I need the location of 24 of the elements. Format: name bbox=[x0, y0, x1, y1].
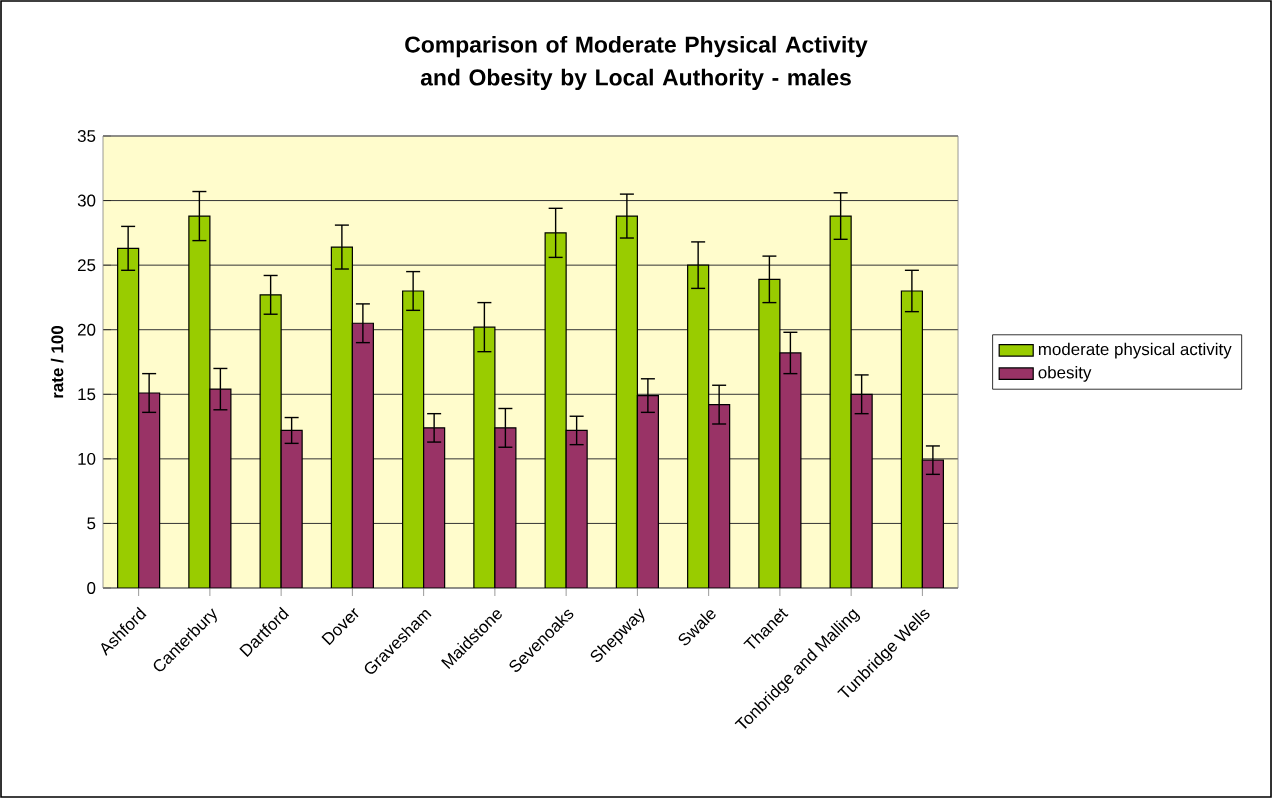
legend-label: moderate physical activity bbox=[1038, 342, 1232, 359]
bar bbox=[829, 215, 852, 589]
bar bbox=[188, 215, 211, 589]
legend-label: obesity bbox=[1038, 365, 1092, 382]
y-tick-label: 10 bbox=[78, 452, 96, 465]
y-tick-label: 0 bbox=[87, 582, 96, 594]
bar bbox=[544, 232, 567, 589]
bar bbox=[330, 246, 353, 589]
bar bbox=[117, 247, 140, 589]
y-tick-label: 35 bbox=[77, 130, 96, 142]
bar bbox=[900, 290, 923, 589]
y-tick-label: 20 bbox=[77, 323, 96, 336]
y-tick-label: 15 bbox=[78, 388, 96, 401]
y-tick-label: 30 bbox=[77, 194, 96, 207]
bar bbox=[473, 326, 496, 589]
chart-title: Comparison of Moderate Physical Activity and Obesity by Local Authority - males bbox=[405, 35, 868, 91]
bar bbox=[687, 264, 710, 589]
bar bbox=[758, 278, 781, 589]
bar bbox=[615, 215, 638, 589]
y-tick-label: 25 bbox=[77, 259, 96, 272]
bar bbox=[402, 290, 425, 589]
bar bbox=[259, 294, 282, 589]
y-tick-label: 5 bbox=[87, 517, 96, 530]
y-axis-title: rate / 100 bbox=[50, 326, 64, 398]
